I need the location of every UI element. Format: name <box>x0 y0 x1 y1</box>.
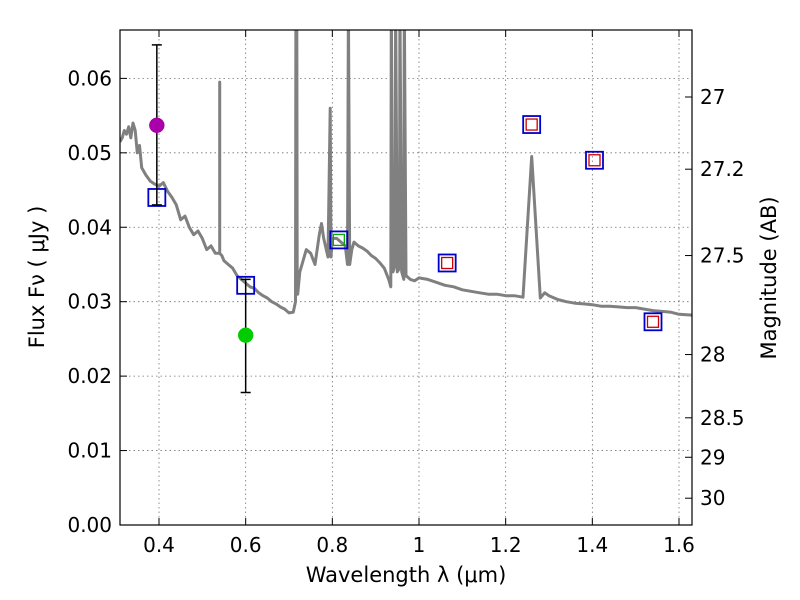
model-photometry-square <box>329 230 349 250</box>
right-tick-label: 30 <box>700 486 725 510</box>
y-tick-label: 0.01 <box>67 439 112 463</box>
right-tick-label: 29 <box>700 445 725 469</box>
plot-frame <box>119 29 693 526</box>
y-tick-label: 0.04 <box>67 215 112 239</box>
right-tick-label: 28 <box>700 343 725 367</box>
right-tick-label: 27 <box>700 85 725 109</box>
x-tick-label: 0.4 <box>143 533 175 557</box>
model-photometry-square <box>643 312 663 332</box>
axis-ticks: 0.4 0.6 0.8 1 1.2 1.4 1.6 0.00 0.01 0.02 0.03 0.04 0… <box>67 30 745 557</box>
error-bar-caps <box>147 44 663 394</box>
model-photometry-square <box>522 115 542 134</box>
observed-photometry-square <box>646 315 660 328</box>
right-tick-label: 28.5 <box>700 406 745 430</box>
right-axis-label: Magnitude (AB) <box>757 196 781 359</box>
x-tick-label: 1.6 <box>663 533 695 557</box>
observed-photometry-square <box>588 154 601 167</box>
y-tick-label: 0.05 <box>67 141 112 165</box>
x-tick-label: 0.6 <box>230 533 262 557</box>
y-tick-label: 0.06 <box>67 66 112 90</box>
plot-area <box>120 30 692 317</box>
model-photometry-square <box>437 253 457 273</box>
detection-point <box>237 327 254 343</box>
x-tick-label: 1 <box>413 533 426 557</box>
x-tick-label: 1.4 <box>576 533 608 557</box>
spectrum-line <box>120 30 692 317</box>
x-tick-label: 0.8 <box>316 533 348 557</box>
y-axis-label: Flux Fν ( μJy ) <box>25 206 49 349</box>
right-tick-label: 27.5 <box>700 244 745 268</box>
x-axis-label: Wavelength λ (μm) <box>306 563 507 587</box>
y-tick-label: 0.02 <box>67 364 112 388</box>
x-tick-label: 1.2 <box>490 533 522 557</box>
y-tick-label: 0.00 <box>67 513 112 537</box>
right-tick-label: 27.2 <box>700 157 745 181</box>
detection-point <box>149 117 165 134</box>
observed-photometry-square <box>441 256 454 270</box>
model-photometry-square <box>585 150 604 170</box>
observed-photometry-square <box>332 233 345 247</box>
y-tick-label: 0.03 <box>67 290 112 314</box>
observed-photometry-square <box>525 118 538 131</box>
